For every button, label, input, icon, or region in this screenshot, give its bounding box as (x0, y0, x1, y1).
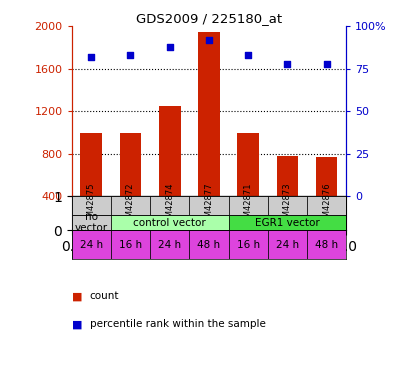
Bar (150, 196, 189, 215)
Point (324, 61, 330, 67)
Bar (307, 196, 346, 215)
Text: ■: ■ (72, 320, 82, 329)
Title: GDS2009 / 225180_at: GDS2009 / 225180_at (136, 12, 282, 25)
Text: GSM42877: GSM42877 (205, 183, 213, 228)
Bar (72, 230, 111, 259)
Bar (189, 230, 228, 259)
Bar (111, 230, 150, 259)
Text: control vector: control vector (133, 217, 206, 228)
Text: 48 h: 48 h (197, 240, 220, 250)
Point (88, 54, 94, 60)
Point (245, 52, 252, 58)
Bar (316, 157, 338, 196)
Point (206, 37, 212, 43)
Bar (307, 230, 346, 259)
Bar (228, 196, 268, 215)
Bar (72, 215, 111, 230)
Bar (72, 196, 111, 215)
Bar (228, 215, 346, 230)
Text: 16 h: 16 h (237, 240, 260, 250)
Text: GSM42876: GSM42876 (322, 183, 331, 228)
Text: 16 h: 16 h (119, 240, 142, 250)
Text: 24 h: 24 h (158, 240, 181, 250)
Text: EGR1 vector: EGR1 vector (255, 217, 320, 228)
Text: GSM42872: GSM42872 (126, 183, 135, 228)
Bar (111, 196, 150, 215)
Point (284, 61, 291, 67)
Bar (189, 196, 228, 215)
Point (166, 44, 173, 50)
Text: percentile rank within the sample: percentile rank within the sample (90, 320, 265, 329)
Bar (277, 156, 298, 196)
Bar (198, 32, 220, 196)
Bar (237, 133, 259, 196)
Text: GSM42871: GSM42871 (244, 183, 253, 228)
Bar (268, 196, 307, 215)
Bar (159, 106, 181, 196)
Bar (228, 230, 268, 259)
Point (127, 52, 134, 58)
Text: ■: ■ (72, 291, 82, 301)
Text: 24 h: 24 h (276, 240, 299, 250)
Text: count: count (90, 291, 119, 301)
Bar (111, 215, 228, 230)
Bar (80, 133, 102, 196)
Bar (150, 230, 189, 259)
Text: GSM42875: GSM42875 (87, 183, 96, 228)
Bar (120, 133, 141, 196)
Text: 48 h: 48 h (315, 240, 338, 250)
Bar (268, 230, 307, 259)
Text: GSM42873: GSM42873 (283, 183, 292, 228)
Text: no
vector: no vector (75, 212, 108, 234)
Text: 24 h: 24 h (80, 240, 103, 250)
Text: GSM42874: GSM42874 (165, 183, 174, 228)
